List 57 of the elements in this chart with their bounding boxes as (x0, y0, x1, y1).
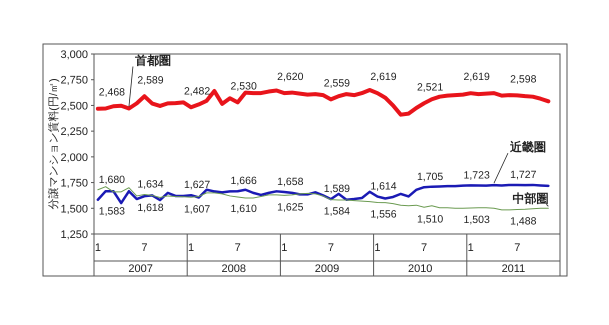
y-tick-label: 1,500 (60, 203, 88, 216)
data-label: 1,627 (184, 179, 210, 192)
x-tick-label: 1 (374, 242, 381, 254)
y-tick-label: 1,750 (60, 178, 88, 190)
x-tick-label: 7 (421, 242, 428, 254)
text: 2010 (408, 263, 432, 275)
data-label: 1,680 (98, 174, 126, 186)
text: 2008 (222, 263, 246, 275)
data-label: 1,666 (230, 175, 257, 188)
data-label: 2,589 (137, 74, 164, 86)
data-label: 1,510 (416, 213, 444, 226)
data-label: 1,658 (277, 176, 304, 188)
x-tick-label: 1 (281, 242, 288, 254)
data-label: 2,598 (510, 73, 537, 86)
data-label: 1,584 (324, 206, 350, 218)
y-tick-label: 2,000 (60, 152, 88, 164)
y-tick-label: 2,750 (60, 74, 88, 87)
data-label: 2,521 (416, 81, 444, 94)
data-label: 1,610 (230, 202, 257, 215)
data-label: 2,620 (277, 71, 304, 84)
y-tick-label: 1,250 (60, 229, 88, 241)
data-label: 1,583 (98, 206, 126, 218)
data-label: 2,559 (324, 77, 350, 90)
text: 2009 (314, 263, 340, 275)
x-tick-label: 7 (234, 242, 241, 254)
data-label: 1,589 (324, 183, 350, 196)
data-label: 2,530 (230, 80, 257, 92)
data-label: 1,488 (510, 216, 537, 228)
data-label: 1,607 (184, 203, 210, 216)
data-label: 1,625 (277, 201, 304, 214)
data-label: 1,614 (370, 180, 397, 193)
y-tick-label: 2,500 (60, 100, 88, 112)
text: 首都圏 (134, 54, 171, 68)
data-label: 1,723 (464, 169, 490, 182)
x-tick-label: 7 (328, 242, 334, 254)
x-tick-label: 1 (468, 242, 474, 254)
y-tick-label: 3,000 (60, 49, 88, 61)
data-label: 1,618 (137, 202, 164, 214)
series-label: 中部圏 (512, 191, 548, 206)
y-axis-title: 分譲マンション賃料(円/㎡) (47, 78, 60, 210)
data-label: 1,705 (416, 171, 444, 184)
text: 2011 (502, 263, 526, 275)
data-label: 2,468 (98, 86, 126, 99)
data-label: 1,727 (510, 168, 537, 181)
x-tick-label: 1 (188, 242, 194, 254)
data-label: 1,503 (464, 214, 490, 226)
data-label: 1,556 (370, 208, 397, 221)
text: 2007 (128, 263, 153, 275)
x-tick-label: 1 (94, 242, 101, 254)
text: 近畿圏 (508, 140, 546, 154)
data-label: 1,634 (137, 178, 164, 191)
data-label: 2,619 (464, 71, 490, 84)
x-tick-label: 7 (141, 242, 148, 254)
data-label: 2,482 (184, 85, 210, 98)
data-label: 2,619 (370, 71, 397, 84)
x-tick-label: 7 (514, 242, 520, 254)
y-tick-label: 2,250 (60, 126, 88, 138)
